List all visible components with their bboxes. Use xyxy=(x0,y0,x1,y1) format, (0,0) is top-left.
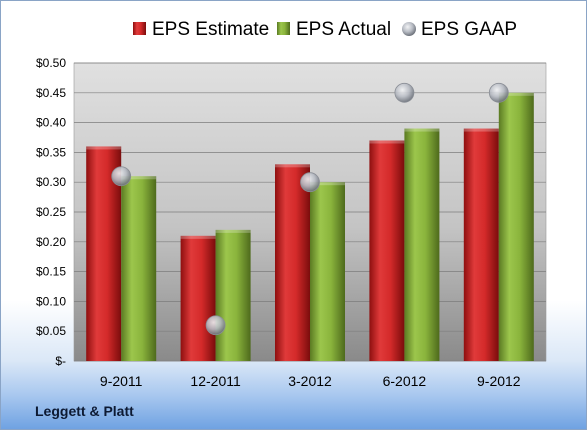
gaap-marker xyxy=(488,82,509,103)
actual-bar-highlight xyxy=(121,176,157,180)
x-category-label: 3-2012 xyxy=(288,373,332,389)
legend-swatch-actual xyxy=(277,22,290,35)
actual-bar xyxy=(404,128,440,361)
x-category-label: 9-2012 xyxy=(477,373,521,389)
legend-label-gaap: EPS GAAP xyxy=(421,19,517,40)
gaap-marker xyxy=(205,315,226,336)
estimate-bar-highlight xyxy=(369,140,405,144)
actual-bar-highlight xyxy=(498,92,534,96)
actual-bar-highlight xyxy=(310,182,345,186)
y-tick-label: $- xyxy=(55,354,66,368)
y-tick-label: $0.25 xyxy=(36,205,66,219)
actual-bar xyxy=(121,176,157,361)
y-tick-label: $0.40 xyxy=(36,116,66,130)
y-tick-label: $0.15 xyxy=(36,265,66,279)
y-tick-label: $0.30 xyxy=(36,175,66,189)
gaap-marker xyxy=(394,82,415,103)
estimate-bar xyxy=(275,164,310,361)
legend-label-estimate: EPS Estimate xyxy=(152,19,269,40)
gaap-markers xyxy=(111,82,509,336)
actual-bar xyxy=(310,182,345,361)
x-category-label: 12-2011 xyxy=(190,373,241,389)
y-tick-label: $0.10 xyxy=(36,294,66,308)
actual-bar-highlight xyxy=(215,229,251,233)
actual-bar xyxy=(215,229,251,361)
actual-bar-highlight xyxy=(404,128,440,132)
y-tick-label: $0.45 xyxy=(36,86,66,100)
legend-swatch-estimate xyxy=(133,22,146,35)
estimate-bar xyxy=(180,235,216,361)
y-tick-label: $0.50 xyxy=(36,56,66,70)
legend-label-actual: EPS Actual xyxy=(296,19,391,40)
x-category-label: 9-2011 xyxy=(100,373,143,389)
y-tick-label: $0.05 xyxy=(36,324,66,338)
estimate-bar-highlight xyxy=(463,128,499,132)
legend: EPS Estimate EPS Actual EPS GAAP xyxy=(133,19,517,40)
gaap-marker xyxy=(111,166,132,187)
y-axis-ticks: $- $0.05 $0.10 $0.15 $0.20 $0.25 $0.30 $0.35 $0.… xyxy=(36,56,66,368)
estimate-bar-highlight xyxy=(86,146,122,150)
estimate-bar xyxy=(369,140,405,361)
estimate-bar xyxy=(463,128,499,361)
gaap-marker xyxy=(300,172,320,193)
x-category-label: 6-2012 xyxy=(383,373,427,389)
estimate-bar-highlight xyxy=(275,164,310,168)
y-tick-label: $0.35 xyxy=(36,145,66,159)
legend-swatch-gaap xyxy=(402,22,416,36)
y-tick-label: $0.20 xyxy=(36,235,66,249)
actual-bar xyxy=(498,92,534,362)
x-axis-categories: 9-2011 12-2011 3-2012 6-2012 9-2012 xyxy=(100,373,521,389)
company-name: Leggett & Platt xyxy=(35,403,134,419)
estimate-bar-highlight xyxy=(180,235,216,239)
